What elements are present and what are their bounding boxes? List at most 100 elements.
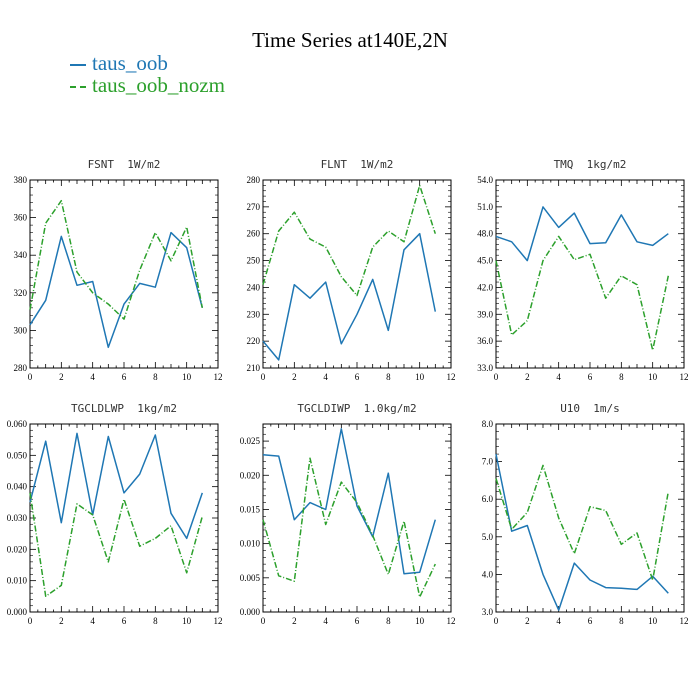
y-tick-label: 33.0 xyxy=(477,363,493,373)
legend-swatch-nozm xyxy=(70,86,86,89)
plot-frame xyxy=(262,423,452,613)
legend-item-nozm: taus_oob_nozm xyxy=(70,74,225,96)
x-tick-label: 12 xyxy=(680,616,689,626)
plot-frame xyxy=(495,179,685,369)
x-tick-label: 10 xyxy=(182,372,192,382)
panel-title: U10 1m/s xyxy=(560,402,620,415)
y-tick-label: 51.0 xyxy=(477,202,493,212)
y-tick-label: 240 xyxy=(247,282,261,292)
x-tick-label: 0 xyxy=(28,372,33,382)
y-tick-label: 0.040 xyxy=(7,482,28,492)
x-tick-label: 4 xyxy=(556,372,561,382)
x-tick-label: 8 xyxy=(619,372,624,382)
x-tick-label: 4 xyxy=(323,616,328,626)
y-tick-label: 4.0 xyxy=(482,569,494,579)
x-tick-label: 10 xyxy=(648,616,658,626)
y-tick-label: 280 xyxy=(247,175,261,185)
y-tick-label: 8.0 xyxy=(482,419,494,429)
y-tick-label: 0.015 xyxy=(240,504,261,514)
legend-label-nozm: taus_oob_nozm xyxy=(92,73,225,97)
x-tick-label: 2 xyxy=(292,372,297,382)
x-tick-label: 12 xyxy=(214,616,223,626)
x-tick-label: 8 xyxy=(386,616,391,626)
y-tick-label: 0.010 xyxy=(7,576,28,586)
y-tick-label: 0.005 xyxy=(240,573,261,583)
series-line-oob xyxy=(262,232,437,361)
x-tick-label: 12 xyxy=(447,372,456,382)
series-line-nozm xyxy=(262,457,436,598)
y-tick-label: 0.020 xyxy=(240,470,261,480)
y-tick-label: 300 xyxy=(14,325,28,335)
y-tick-label: 230 xyxy=(247,309,261,319)
x-tick-label: 4 xyxy=(323,372,328,382)
y-tick-label: 210 xyxy=(247,363,261,373)
x-tick-label: 10 xyxy=(415,616,425,626)
x-tick-label: 0 xyxy=(28,616,33,626)
x-tick-label: 12 xyxy=(447,616,456,626)
y-tick-label: 5.0 xyxy=(482,532,494,542)
x-tick-label: 12 xyxy=(214,372,223,382)
y-tick-label: 0.000 xyxy=(240,607,261,617)
plot-frame xyxy=(29,423,219,613)
x-tick-label: 0 xyxy=(494,616,499,626)
y-tick-label: 0.050 xyxy=(7,450,28,460)
y-tick-label: 340 xyxy=(14,250,28,260)
y-tick-label: 0.060 xyxy=(7,419,28,429)
x-tick-label: 6 xyxy=(355,372,360,382)
x-tick-label: 0 xyxy=(494,372,499,382)
legend-item-oob: taus_oob xyxy=(70,52,168,74)
series-line-oob xyxy=(495,453,669,611)
panel-title: TGCLDIWP 1.0kg/m2 xyxy=(297,402,416,415)
y-tick-label: 270 xyxy=(247,202,261,212)
x-tick-label: 10 xyxy=(415,372,425,382)
panel-title: TGCLDLWP 1kg/m2 xyxy=(71,402,177,415)
panel-2: FLNT 1W/m2 0 2 4 6 8 10 12 210 220 230 240 250 260 270… xyxy=(247,158,456,382)
y-tick-label: 0.030 xyxy=(7,513,28,523)
series-line-nozm xyxy=(495,464,670,581)
y-tick-label: 0.020 xyxy=(7,544,28,554)
x-tick-label: 2 xyxy=(525,372,530,382)
series-line-oob xyxy=(29,231,204,349)
y-tick-label: 250 xyxy=(247,256,261,266)
series-line-nozm xyxy=(262,184,437,297)
series-line-oob xyxy=(262,428,437,575)
y-tick-label: 360 xyxy=(14,213,28,223)
y-tick-label: 220 xyxy=(247,336,261,346)
series-line-nozm xyxy=(29,199,204,320)
x-tick-label: 0 xyxy=(261,616,266,626)
x-tick-label: 6 xyxy=(355,616,360,626)
series-line-nozm xyxy=(495,235,670,351)
x-tick-label: 6 xyxy=(588,372,593,382)
x-tick-label: 2 xyxy=(59,372,64,382)
y-tick-label: 280 xyxy=(14,363,28,373)
y-tick-label: 260 xyxy=(247,229,261,239)
plot-frame xyxy=(262,179,452,369)
x-tick-label: 8 xyxy=(619,616,624,626)
panel-title: TMQ 1kg/m2 xyxy=(554,158,627,171)
legend-label-oob: taus_oob xyxy=(92,51,168,75)
figure-title: Time Series at140E,2N xyxy=(252,28,448,52)
plot-frame xyxy=(495,423,685,613)
panel-title: FSNT 1W/m2 xyxy=(88,158,161,171)
series-line-nozm xyxy=(29,492,204,598)
x-tick-label: 4 xyxy=(90,372,95,382)
y-tick-label: 6.0 xyxy=(482,494,494,504)
x-tick-label: 4 xyxy=(556,616,561,626)
panel-6: U10 1m/s 0 2 4 6 8 10 12 3.0 4.0 5.0 6.0 7.0 8.0 xyxy=(482,402,689,626)
y-tick-label: 0.025 xyxy=(240,436,261,446)
series-line-oob xyxy=(29,432,204,540)
x-tick-label: 6 xyxy=(122,372,127,382)
y-tick-label: 0.000 xyxy=(7,607,28,617)
x-tick-label: 6 xyxy=(588,616,593,626)
y-tick-label: 42.0 xyxy=(477,282,493,292)
x-tick-label: 2 xyxy=(525,616,530,626)
x-tick-label: 10 xyxy=(648,372,658,382)
y-tick-label: 54.0 xyxy=(477,175,493,185)
x-tick-label: 2 xyxy=(59,616,64,626)
legend-swatch-oob xyxy=(70,64,86,67)
series-line-oob xyxy=(495,206,669,262)
y-tick-label: 0.010 xyxy=(240,539,261,549)
x-tick-label: 2 xyxy=(292,616,297,626)
x-tick-label: 8 xyxy=(153,616,158,626)
